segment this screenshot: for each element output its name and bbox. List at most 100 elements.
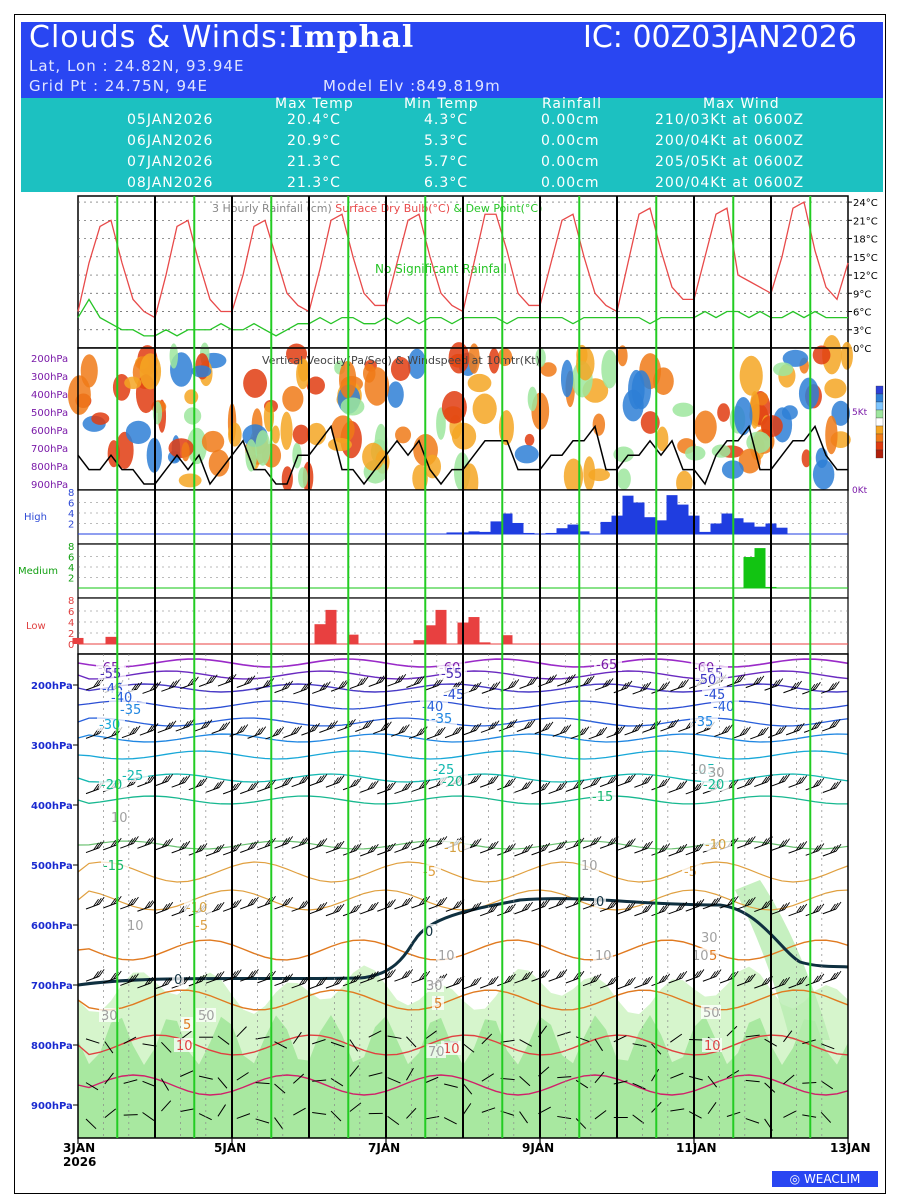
wind-barb-flag — [507, 778, 513, 787]
wind-barb — [820, 1080, 834, 1090]
wind-barb-flag — [744, 778, 751, 787]
cloud-tick-label: 6 — [68, 499, 74, 510]
summary-min-cell: 5.3°C — [424, 133, 469, 149]
wind-barb-flag — [739, 728, 746, 737]
vv-blob — [815, 447, 828, 469]
vv-blob — [390, 356, 411, 381]
vv-level-label: 400hPa — [31, 390, 68, 401]
wind-barb-flag — [144, 838, 151, 846]
wind-barb-flag — [524, 902, 531, 911]
wind-barb-flag — [247, 783, 254, 792]
wind-barb-flag — [470, 776, 476, 784]
cloud-bar — [347, 634, 359, 644]
wind-barb-flag — [695, 900, 702, 908]
contour-label-bg — [181, 1017, 193, 1031]
wind-barb-flag — [832, 971, 839, 980]
wind-barb — [651, 1068, 660, 1082]
wind-barb-flag — [784, 976, 790, 985]
vv-blob — [656, 426, 669, 452]
wind-barb-flag — [712, 897, 719, 906]
wind-barb — [349, 1102, 362, 1112]
vv-blob — [734, 397, 753, 436]
wind-barb-flag — [401, 971, 408, 979]
contour-label-bg — [702, 1038, 722, 1052]
vv-blob — [115, 431, 134, 470]
wind-barb — [104, 1041, 114, 1054]
contour-label-bg — [109, 690, 137, 704]
wind-barb-flag — [677, 681, 684, 689]
wind-barb-flag — [321, 773, 328, 782]
wind-barb — [707, 1075, 718, 1088]
vv-level-label: 600hPa — [31, 426, 68, 437]
wind-barb-flag — [541, 970, 548, 978]
wind-barb-flag — [321, 838, 328, 846]
wind-barb — [292, 1031, 302, 1044]
wind-barb — [519, 1076, 531, 1087]
wind-barb-flag — [664, 973, 671, 982]
wind-barb-flag — [781, 977, 788, 986]
wind-barb-flag — [681, 970, 688, 979]
wind-barb — [557, 1076, 572, 1079]
wind-barb-flag — [812, 779, 819, 788]
wind-barb-flag — [598, 727, 605, 736]
vv-blob — [186, 427, 207, 465]
wind-barb — [236, 1072, 249, 1081]
wind-barb — [368, 1072, 383, 1077]
wind-barb-flag — [110, 898, 117, 906]
wind-barb-flag — [818, 903, 825, 912]
wind-barb — [726, 1025, 738, 1037]
wind-barb-flag — [745, 726, 751, 734]
wind-barb — [198, 1075, 213, 1080]
wind-barb — [406, 1107, 417, 1119]
contour-label: 10 — [443, 1042, 460, 1057]
summary-date-cell: 08JAN2026 — [127, 175, 214, 191]
cloud-bar — [732, 518, 744, 534]
contour-label-bg — [429, 711, 457, 725]
wind-barb-flag — [744, 838, 751, 846]
wind-barb-flag — [164, 902, 171, 911]
wind-barb-flag — [438, 837, 445, 845]
wind-barb — [670, 1072, 684, 1079]
wind-barb-flag — [627, 903, 633, 911]
wind-barb-flag — [324, 681, 331, 689]
wind-barb-flag — [778, 979, 785, 987]
wind-barb-flag — [834, 718, 841, 727]
wind-barb-flag — [367, 973, 374, 981]
wind-barb-flag — [744, 975, 751, 984]
vv-blob — [801, 449, 812, 468]
wind-barb-flag — [661, 682, 668, 690]
wind-barb — [330, 1078, 344, 1087]
wind-barb — [255, 1082, 270, 1085]
wind-barb — [217, 1077, 228, 1089]
wind-barb-flag — [835, 780, 842, 789]
wind-barb-flag — [341, 680, 347, 688]
temp-panel-title: 3 Hourly Rainfall (cm) Surface Dry Bulb(… — [212, 202, 542, 215]
wind-barb — [802, 1114, 817, 1118]
wind-barb-flag — [695, 843, 702, 852]
wind-barb-flag — [130, 837, 136, 845]
wind-barb-flag — [453, 978, 459, 986]
contour-label: 0 — [174, 973, 182, 988]
vv-blob — [576, 346, 595, 381]
wind-barb-flag — [778, 840, 785, 848]
wind-barb-flag — [287, 776, 294, 785]
wind-barb-flag — [835, 843, 842, 852]
wind-barb-flag — [816, 720, 823, 728]
wind-barb-flag — [555, 971, 562, 979]
wind-barb-flag — [658, 975, 665, 984]
wind-barb-flag — [235, 969, 242, 977]
wind-barb-flag — [233, 900, 239, 908]
cloud-tick-label: 6 — [68, 553, 74, 564]
wind-barb-flag — [490, 841, 496, 850]
wind-barb-flag — [127, 898, 134, 907]
wind-barb-flag — [641, 843, 648, 851]
wind-barb — [368, 1030, 382, 1038]
wind-barb-flag — [185, 720, 192, 728]
vv-blob — [181, 442, 190, 462]
contour-label-bg — [109, 810, 129, 824]
wind-barb-flag — [404, 841, 411, 849]
summary-max-cell: 20.4°C — [287, 112, 341, 128]
contour-label: -20 — [703, 778, 724, 793]
vv-blob — [488, 348, 500, 374]
wind-barb-flag — [321, 901, 328, 910]
